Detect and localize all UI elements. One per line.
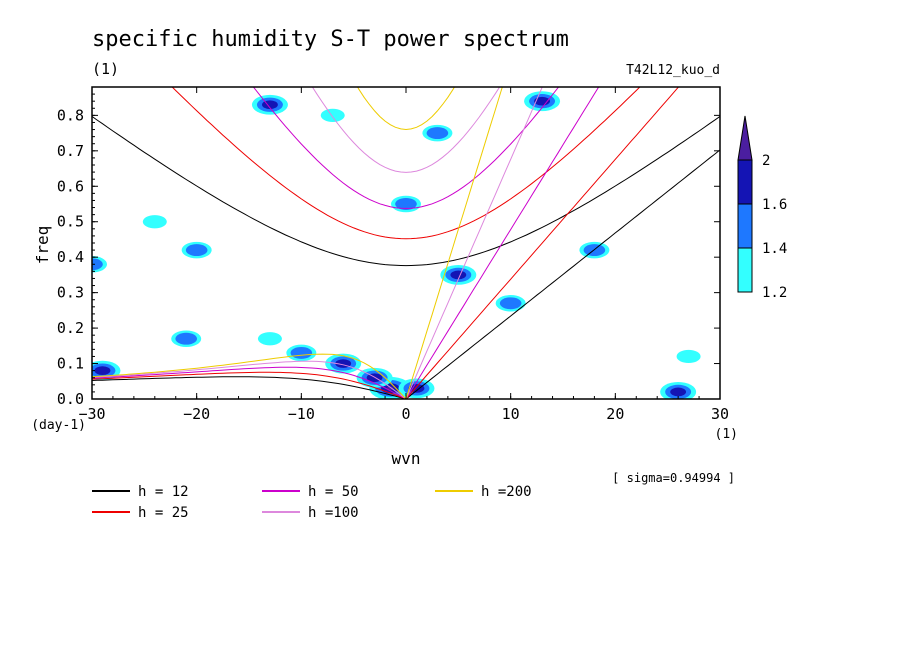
x-tick-label: 10	[502, 405, 520, 423]
x-tick-label: 20	[606, 405, 624, 423]
y-tick-label: 0.4	[57, 248, 84, 266]
colorbar-label: 1.2	[762, 285, 787, 301]
x-tick-label: −30	[78, 405, 105, 423]
y-axis-label: freq	[33, 226, 52, 265]
gravity-wave-curve	[252, 87, 560, 209]
significance-patch	[660, 382, 697, 399]
gravity-wave-curve	[311, 87, 501, 173]
y-tick-label: 0.5	[57, 213, 84, 231]
y-axis-unit: (day-1)	[31, 418, 86, 433]
rossby-wave-curve	[92, 371, 407, 399]
legend-entry: h = 25	[138, 505, 189, 521]
x-tick-label: 30	[711, 405, 729, 423]
significance-patches	[92, 91, 701, 399]
plot-frame	[91, 86, 721, 400]
kelvin-wave-curve	[405, 87, 600, 399]
gravity-wave-curve	[356, 87, 456, 131]
significance-patch	[440, 265, 477, 285]
colorbar-label: 2	[762, 153, 770, 169]
y-axis: 0.0 0.1 0.2 0.3 0.4 0.5 0.6 0.7 0.8	[57, 86, 720, 408]
colorbar-segment	[737, 159, 753, 205]
colorbar-segment	[737, 203, 753, 249]
significance-patch	[142, 215, 167, 229]
gravity-wave-curve	[171, 87, 641, 240]
gravity-wave-curve	[92, 115, 720, 267]
significance-patch	[92, 360, 121, 381]
significance-patch	[286, 344, 317, 362]
significance-patch	[171, 330, 202, 347]
y-tick-label: 0.0	[57, 390, 84, 408]
kelvin-wave-curve	[405, 87, 503, 399]
kelvin-wave-curve	[405, 149, 720, 399]
chart-subtitle-unit: (1)	[92, 60, 119, 78]
rossby-wave-curve	[92, 353, 407, 399]
experiment-label: T42L12_kuo_d	[626, 63, 720, 78]
y-tick-label: 0.1	[57, 355, 84, 373]
x-axis-unit: (1)	[715, 427, 738, 442]
colorbar-arrow	[737, 115, 753, 161]
significance-patch	[495, 295, 526, 312]
colorbar-label: 1.4	[762, 241, 787, 257]
colorbar-label: 1.6	[762, 197, 787, 213]
legend-entry: h = 50	[308, 484, 359, 500]
kelvin-wave-curve	[405, 87, 680, 399]
significance-patch	[320, 108, 345, 122]
x-tick-label: −20	[183, 405, 210, 423]
significance-patch	[676, 349, 701, 364]
x-axis: −30 −20 −10 0 10 20 30	[78, 87, 729, 423]
y-tick-label: 0.3	[57, 284, 84, 302]
significance-patch	[257, 332, 282, 346]
significance-patch	[181, 241, 212, 259]
rossby-wave-curve	[92, 360, 407, 399]
significance-patch	[422, 124, 453, 142]
y-tick-label: 0.6	[57, 177, 84, 195]
significance-patch	[391, 195, 421, 213]
x-tick-label: 0	[401, 405, 410, 423]
x-tick-label: −10	[288, 405, 315, 423]
dispersion-curves	[92, 87, 720, 399]
legend: h = 12 h = 25 h = 50 h =100 h =200	[92, 484, 532, 521]
chart-title: specific humidity S-T power spectrum	[92, 27, 569, 52]
x-axis-label: wvn	[392, 449, 421, 468]
y-tick-label: 0.2	[57, 319, 84, 337]
rossby-wave-curve	[92, 366, 407, 399]
significance-patch	[92, 256, 107, 273]
significance-patch	[251, 94, 288, 115]
colorbar-segment	[737, 247, 753, 293]
kelvin-wave-curve	[405, 87, 543, 399]
legend-entry: h =200	[481, 484, 532, 500]
y-tick-label: 0.8	[57, 106, 84, 124]
legend-entry: h = 12	[138, 484, 189, 500]
colorbar: 1.2 1.4 1.6 2	[737, 115, 787, 301]
rossby-wave-curve	[92, 376, 407, 399]
y-tick-label: 0.7	[57, 142, 84, 160]
sigma-note: [ sigma=0.94994 ]	[612, 471, 735, 485]
legend-entry: h =100	[308, 505, 359, 521]
